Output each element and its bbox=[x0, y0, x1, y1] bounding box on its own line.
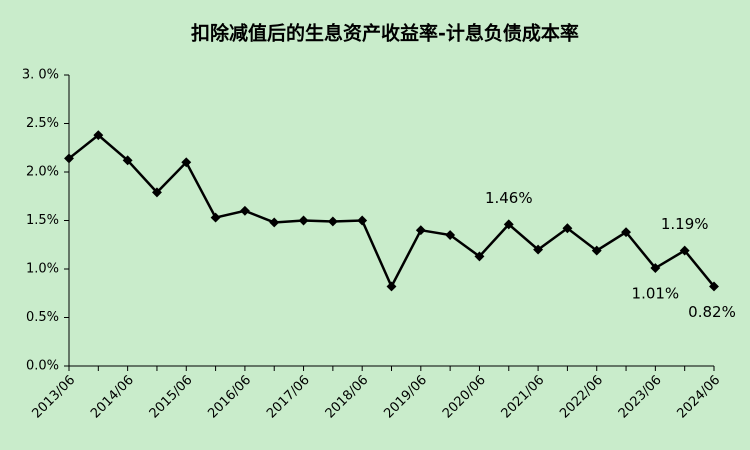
marker bbox=[591, 245, 602, 256]
marker bbox=[650, 263, 661, 273]
y-tick-label: 1.5% bbox=[26, 213, 59, 228]
data-label: 1.46% bbox=[485, 189, 533, 207]
marker bbox=[122, 155, 133, 166]
y-tick-label: 1.0% bbox=[26, 262, 59, 277]
y-tick-label: 0.0% bbox=[26, 359, 59, 374]
chart-title: 扣除减值后的生息资产收益率-计息负债成本率 bbox=[191, 22, 579, 45]
marker bbox=[181, 157, 192, 168]
y-tick-label: 2.5% bbox=[26, 116, 59, 131]
marker bbox=[239, 205, 250, 216]
marker bbox=[298, 215, 309, 226]
y-tick-label: 2.0% bbox=[26, 165, 59, 180]
marker bbox=[327, 216, 338, 227]
marker bbox=[445, 230, 456, 240]
marker bbox=[386, 281, 397, 292]
marker bbox=[621, 227, 631, 238]
marker bbox=[210, 212, 221, 223]
data-label: 1.19% bbox=[661, 215, 709, 233]
marker bbox=[415, 225, 426, 236]
marker bbox=[357, 215, 368, 226]
marker bbox=[709, 281, 719, 292]
marker bbox=[533, 244, 544, 255]
marker bbox=[93, 130, 104, 141]
marker bbox=[64, 153, 74, 164]
y-tick-label: 3. 0% bbox=[22, 68, 59, 83]
marker bbox=[269, 217, 280, 228]
data-label: 0.82% bbox=[688, 303, 736, 321]
data-label: 1.01% bbox=[632, 285, 680, 303]
marker bbox=[474, 251, 485, 262]
marker bbox=[562, 223, 573, 234]
marker bbox=[152, 187, 162, 198]
y-tick-label: 0.5% bbox=[26, 310, 59, 325]
marker bbox=[679, 245, 690, 256]
